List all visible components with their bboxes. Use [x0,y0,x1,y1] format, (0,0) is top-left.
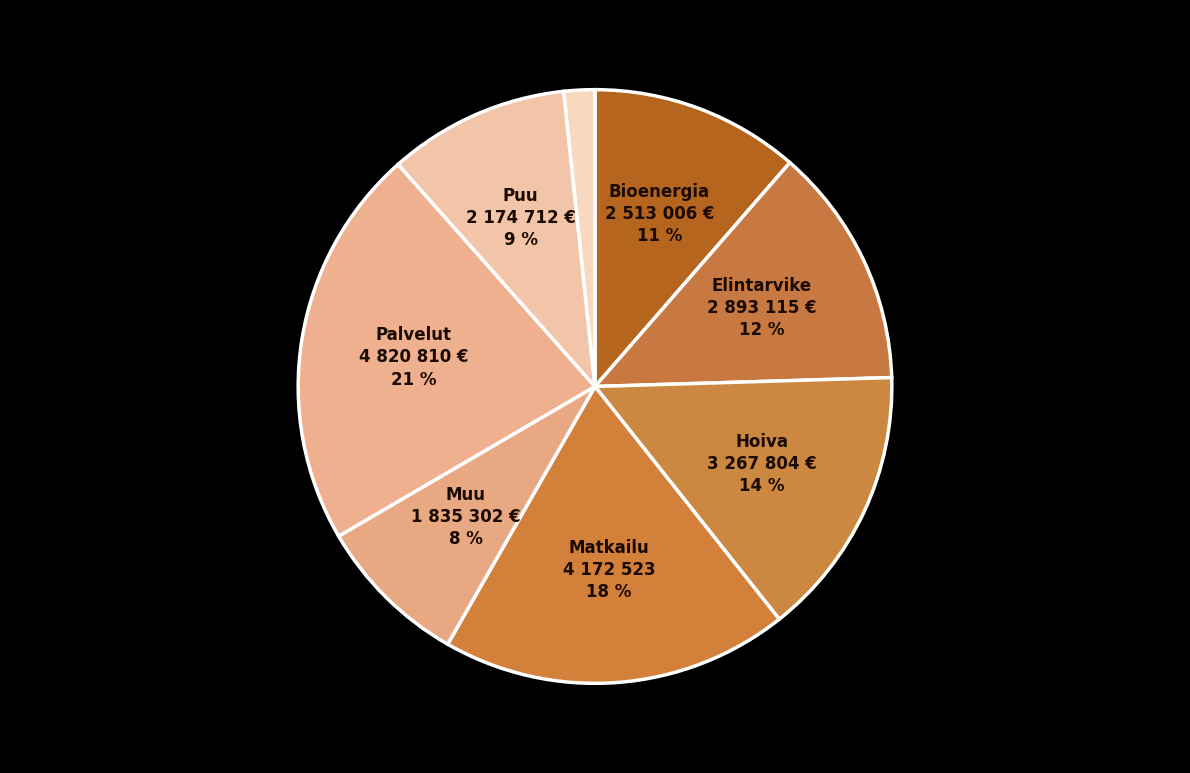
Text: Palvelut
4 820 810 €
21 %: Palvelut 4 820 810 € 21 % [358,326,468,389]
Wedge shape [564,90,595,386]
Wedge shape [595,377,891,619]
Text: Bioenergia
2 513 006 €
11 %: Bioenergia 2 513 006 € 11 % [605,183,714,245]
Wedge shape [399,91,595,386]
Text: Hoiva
3 267 804 €
14 %: Hoiva 3 267 804 € 14 % [707,433,816,495]
Text: Puu
2 174 712 €
9 %: Puu 2 174 712 € 9 % [465,187,576,250]
Wedge shape [595,162,891,386]
Text: Elintarvike
2 893 115 €
12 %: Elintarvike 2 893 115 € 12 % [707,277,816,339]
Wedge shape [299,165,595,536]
Wedge shape [595,90,790,386]
Text: Muu
1 835 302 €
8 %: Muu 1 835 302 € 8 % [411,486,520,548]
Wedge shape [339,386,595,644]
Text: Matkailu
4 172 523
18 %: Matkailu 4 172 523 18 % [563,539,656,601]
Wedge shape [447,386,779,683]
